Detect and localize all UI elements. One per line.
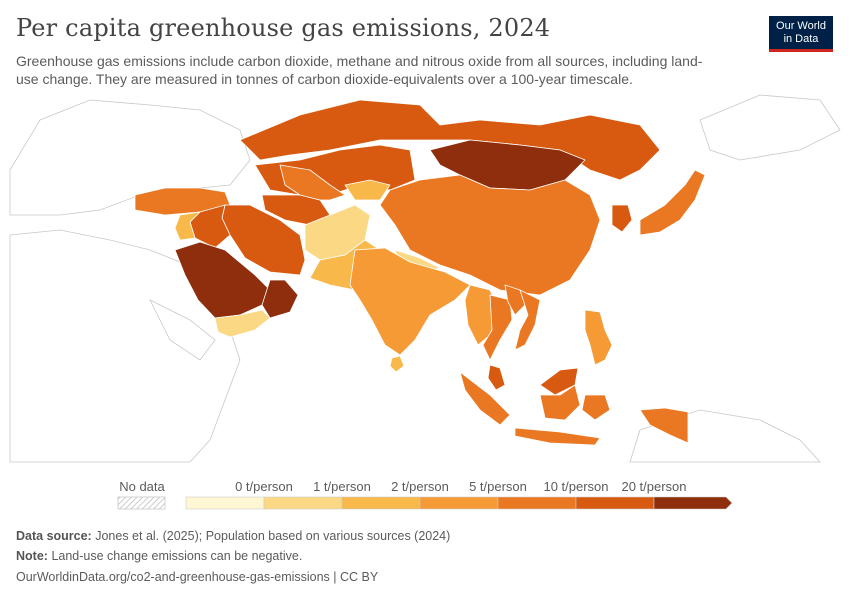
legend-label-3: 5 t/person <box>469 479 527 494</box>
region-south-korea <box>611 204 633 233</box>
legend-bin-3 <box>419 496 499 510</box>
color-legend: No data 0 t/person 1 t/person 2 t/person 5 … <box>117 479 733 510</box>
legend-no-data-label: No data <box>119 479 165 494</box>
country-regions[interactable] <box>134 99 706 446</box>
region-philippines <box>584 309 613 366</box>
legend-label-2: 2 t/person <box>391 479 449 494</box>
region-kyrgyzstan <box>344 179 391 201</box>
note-text: Land-use change emissions can be negativ… <box>51 549 303 563</box>
legend-label-0: 0 t/person <box>235 479 293 494</box>
region-uzbekistan <box>279 164 346 201</box>
data-source: Data source: Jones et al. (2025); Popula… <box>16 529 450 543</box>
region-russia <box>239 99 661 181</box>
region-japan <box>639 169 706 236</box>
region-india <box>349 247 471 356</box>
region-papua-new-guinea <box>639 407 689 444</box>
legend-no-data-swatch <box>117 496 166 510</box>
legend-label-5: 20 t/person <box>621 479 686 494</box>
chart-subtitle: Greenhouse gas emissions include carbon … <box>16 53 703 87</box>
east-russia <box>699 94 841 161</box>
legend-labels: 0 t/person 1 t/person 2 t/person 5 t/person… <box>235 479 686 494</box>
data-source-label: Data source: <box>16 529 92 543</box>
chart-title: Per capita greenhouse gas emissions, 202… <box>16 14 551 42</box>
legend-bin-5 <box>575 496 655 510</box>
owid-logo[interactable]: Our World in Data <box>769 16 833 52</box>
region-indonesia <box>459 371 611 446</box>
region-syria <box>174 211 201 241</box>
legend-label-1: 1 t/person <box>313 479 371 494</box>
region-yemen <box>214 309 271 338</box>
region-vietnam <box>514 289 541 351</box>
legend-bin-0 <box>185 496 265 510</box>
arabia-horn <box>149 299 216 361</box>
region-myanmar <box>464 284 499 346</box>
note-label: Note: <box>16 549 48 563</box>
source-url[interactable]: OurWorldinData.org/co2-and-greenhouse-ga… <box>16 570 379 584</box>
region-laos <box>504 284 526 316</box>
europe-outline <box>9 99 251 216</box>
legend-bin-2 <box>341 496 421 510</box>
region-oman <box>261 279 299 319</box>
logo-line-1: Our World <box>776 20 826 32</box>
region-china <box>379 174 601 296</box>
region-sri-lanka <box>389 355 405 373</box>
data-source-text: Jones et al. (2025); Population based on… <box>95 529 451 543</box>
legend-label-4: 10 t/person <box>543 479 608 494</box>
choropleth-map[interactable] <box>0 88 850 463</box>
logo-line-2: in Data <box>783 33 819 45</box>
legend-bin-1 <box>263 496 343 510</box>
background-land <box>9 94 841 463</box>
legend-bin-4 <box>497 496 577 510</box>
region-malaysia <box>487 364 579 396</box>
chart-note: Note: Land-use change emissions can be n… <box>16 549 302 563</box>
legend-bin-6 <box>653 496 733 510</box>
legend-bins <box>185 496 733 510</box>
